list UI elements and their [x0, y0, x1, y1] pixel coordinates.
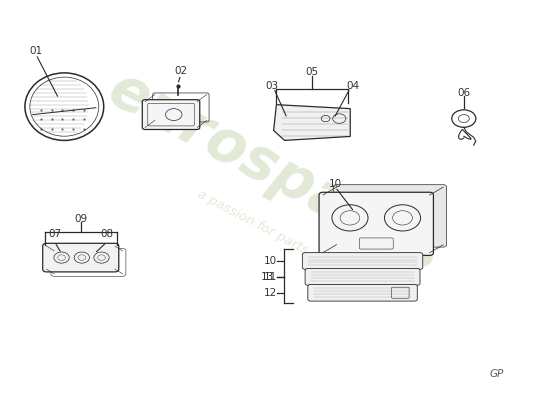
FancyBboxPatch shape	[142, 100, 200, 130]
Text: 12: 12	[264, 288, 277, 298]
Text: 08: 08	[100, 229, 113, 239]
Text: 04: 04	[346, 80, 360, 90]
Text: 02: 02	[174, 66, 188, 76]
FancyBboxPatch shape	[305, 268, 420, 285]
Text: 10: 10	[329, 179, 342, 189]
Text: 07: 07	[48, 229, 61, 239]
Text: 06: 06	[457, 88, 470, 98]
Text: a passion for parts since 1989: a passion for parts since 1989	[195, 187, 377, 292]
FancyBboxPatch shape	[302, 253, 423, 269]
FancyBboxPatch shape	[319, 192, 433, 256]
Text: GP: GP	[490, 369, 504, 379]
FancyBboxPatch shape	[308, 284, 417, 301]
Text: eurospares: eurospares	[98, 60, 452, 284]
Text: 03: 03	[266, 80, 278, 90]
Polygon shape	[274, 105, 350, 140]
FancyBboxPatch shape	[333, 185, 447, 247]
Text: 09: 09	[74, 214, 87, 224]
Text: 10: 10	[264, 256, 277, 266]
Text: 11: 11	[264, 272, 277, 282]
Text: 13: 13	[261, 272, 274, 282]
Text: 01: 01	[29, 46, 42, 56]
Text: 05: 05	[305, 67, 318, 77]
FancyBboxPatch shape	[43, 243, 119, 272]
